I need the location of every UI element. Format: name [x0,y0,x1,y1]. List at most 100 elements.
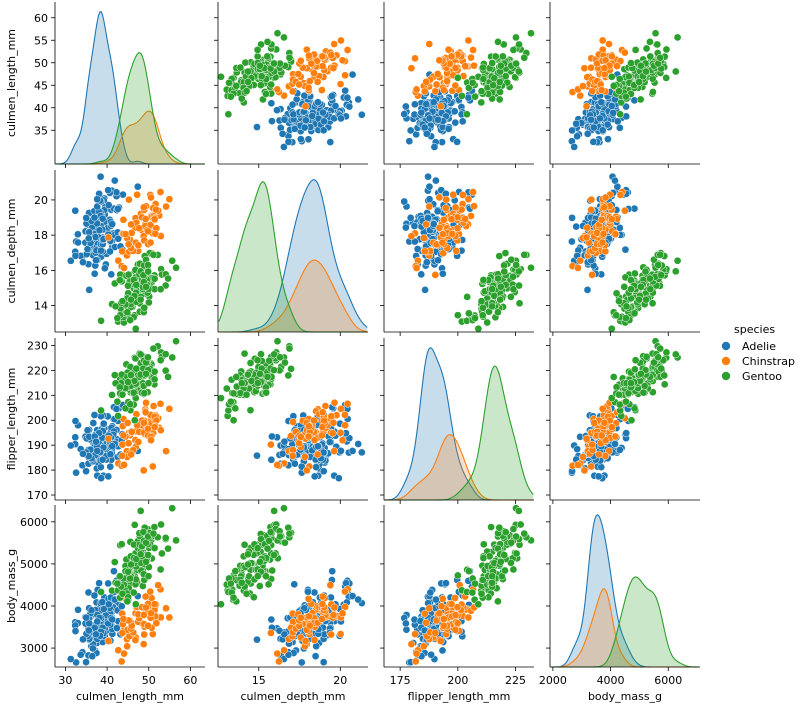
scatter-point-chinstrap [588,87,596,96]
scatter-point-gentoo [635,295,643,304]
scatter-point-gentoo [479,75,488,83]
scatter-point-adelie [603,120,612,129]
scatter-point-gentoo [622,314,630,323]
scatter-point-gentoo [150,367,159,376]
scatter-point-gentoo [124,270,133,279]
scatter-point-adelie [331,102,340,110]
kde-fill-chinstrap [218,260,368,332]
scatter-point-gentoo [240,349,249,358]
scatter-point-gentoo [164,373,172,381]
scatter-point-adelie [432,176,440,185]
scatter-point-adelie [425,182,434,191]
scatter-point-adelie [108,615,117,624]
scatter-point-chinstrap [330,398,339,407]
scatter-point-chinstrap [154,581,162,590]
legend-label-gentoo: Gentoo [742,370,782,383]
scatter-point-gentoo [97,316,105,325]
scatter-point-chinstrap [118,629,127,637]
scatter-point-gentoo [144,261,152,269]
scatter-point-adelie [337,446,345,455]
scatter-point-chinstrap [146,238,155,247]
scatter-point-adelie [615,446,624,454]
scatter-point-chinstrap [135,224,143,233]
scatter-point-chinstrap [305,621,314,630]
legend-marker-chinstrap [721,356,731,366]
scatter-point-gentoo [158,549,166,558]
scatter-point-chinstrap [336,80,345,88]
kde-line-adelie [218,179,368,333]
scatter-point-gentoo [468,78,477,87]
scatter-point-chinstrap [118,440,127,449]
scatter-point-gentoo [244,370,252,379]
scatter-point-gentoo [113,314,122,323]
scatter-point-adelie [611,440,619,448]
scatter-point-gentoo [145,298,153,307]
scatter-point-chinstrap [165,195,174,204]
scatter-point-chinstrap [120,649,128,658]
scatter-point-gentoo [494,597,502,606]
scatter-point-adelie [79,449,87,458]
scatter-point-gentoo [515,40,523,49]
scatter-point-gentoo [264,580,273,589]
scatter-point-chinstrap [433,70,442,78]
scatter-point-gentoo [515,281,523,290]
scatter-point-adelie [117,602,126,611]
scatter-point-gentoo [642,44,651,53]
scatter-point-adelie [464,93,473,102]
scatter-point-gentoo [516,520,525,529]
scatter-point-chinstrap [588,440,596,449]
scatter-point-adelie [72,468,80,477]
scatter-point-gentoo [501,72,510,81]
scatter-point-adelie [90,213,99,222]
scatter-point-adelie [417,270,426,279]
scatter-point-chinstrap [330,603,339,612]
scatter-point-gentoo [509,285,518,294]
scatter-point-gentoo [124,567,132,576]
scatter-point-chinstrap [152,205,160,214]
scatter-point-chinstrap [141,408,150,417]
scatter-point-gentoo [512,59,520,68]
scatter-point-gentoo [280,33,288,42]
scatter-point-gentoo [224,110,233,119]
scatter-point-chinstrap [120,461,128,469]
scatter-point-gentoo [479,554,488,562]
scatter-point-chinstrap [142,398,150,407]
scatter-point-chinstrap [305,77,314,85]
scatter-point-chinstrap [452,247,461,255]
scatter-point-chinstrap [327,412,336,421]
scatter-point-chinstrap [580,64,589,73]
scatter-point-gentoo [253,544,262,552]
scatter-point-adelie [288,100,297,109]
scatter-point-adelie [92,437,100,446]
scatter-point-adelie [568,214,576,222]
scatter-point-gentoo [124,281,132,290]
scatter-point-gentoo [646,52,655,61]
scatter-point-adelie [622,429,631,437]
scatter-point-chinstrap [296,613,305,622]
kde-fill-adelie [218,179,368,332]
scatter-point-chinstrap [411,630,419,638]
scatter-point-gentoo [489,81,497,90]
panel-culmen_depth_mm-vs-flipper_length_mm [380,170,535,336]
scatter-point-chinstrap [327,630,335,639]
scatter-point-gentoo [256,557,264,566]
scatter-point-chinstrap [435,223,444,232]
scatter-point-gentoo [612,289,621,298]
scatter-point-chinstrap [294,70,303,78]
scatter-point-gentoo [136,507,145,515]
scatter-point-gentoo [453,74,462,82]
scatter-point-chinstrap [119,215,128,224]
scatter-point-gentoo [242,390,251,399]
scatter-point-gentoo [110,558,119,566]
scatter-point-gentoo [501,566,509,575]
scatter-point-gentoo [662,74,671,82]
scatter-point-adelie [328,92,336,100]
scatter-point-adelie [406,126,415,135]
scatter-point-gentoo [229,593,238,602]
scatter-point-gentoo [657,271,666,279]
scatter-point-chinstrap [464,195,473,204]
scatter-point-adelie [96,463,105,471]
scatter-point-gentoo [624,72,633,81]
scatter-point-gentoo [474,600,483,609]
